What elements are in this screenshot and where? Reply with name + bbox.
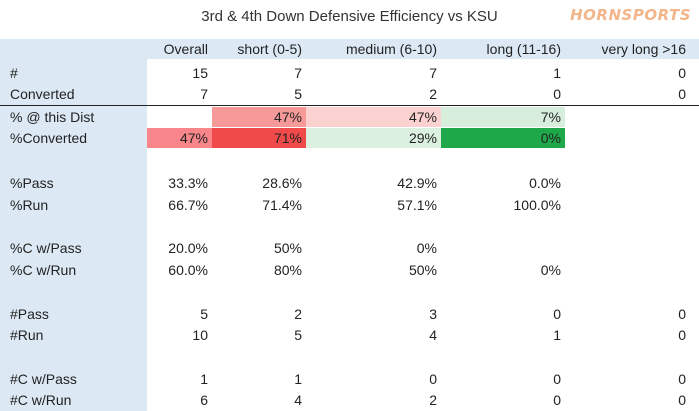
cell-value: 47% [147,128,212,148]
cell-value: 0 [678,306,686,322]
cell-value: 2 [429,86,437,102]
cell-value: 0 [678,86,686,102]
row-label: %Pass [10,175,54,191]
cell-value: 0% [416,240,437,256]
cell-value: 20.0% [168,240,208,256]
col-header-very-long: very long >16 [601,41,686,57]
cell-value [565,260,690,280]
cell-value: 80% [273,262,302,278]
cell-value: 1 [294,371,302,387]
cell-value: 47% [212,107,306,127]
cell-value: 2 [294,306,302,322]
cell-value: 50% [408,262,437,278]
cell-value: 0 [553,306,561,322]
cell-value: 7 [200,86,208,102]
cell-value: 0% [540,262,561,278]
cell-value: 47% [306,107,441,127]
row-label: #C w/Pass [10,371,77,387]
cell-value [441,238,565,258]
cell-value: 0% [441,128,565,148]
row-label: Converted [10,86,75,102]
row-label: %Converted [10,130,88,146]
cell-value [565,173,690,193]
cell-value: 5 [294,327,302,343]
cell-value: 10 [192,327,208,343]
cell-value: 0 [553,392,561,408]
cell-value: 7% [441,107,565,127]
row-label: % @ this Dist [10,109,95,125]
cell-value: 0 [678,65,686,81]
cell-value: 5 [294,86,302,102]
row-label: %C w/Pass [10,240,82,256]
row-label-band [0,39,147,411]
cell-value [565,107,690,127]
row-label: #C w/Run [10,392,72,408]
cell-value [565,238,690,258]
cell-value [147,107,212,127]
cell-value: 100.0% [513,197,561,213]
cell-value: 1 [553,327,561,343]
cell-value: 4 [429,327,437,343]
cell-value: 0.0% [529,175,561,191]
cell-value: 5 [200,306,208,322]
cell-value: 0 [678,327,686,343]
cell-value: 15 [192,65,208,81]
cell-value: 6 [200,392,208,408]
cell-value: 66.7% [168,197,208,213]
cell-value: 0 [678,371,686,387]
cell-value: 1 [200,371,208,387]
cell-value: 29% [306,128,441,148]
col-header-short: short (0-5) [237,41,302,57]
brand-logo: HORNSPORTS [570,6,691,24]
cell-value: 1 [553,65,561,81]
row-label: %Run [10,197,49,213]
row-label: #Pass [10,306,49,322]
col-header-overall: Overall [163,41,208,57]
cell-value: 33.3% [168,175,208,191]
table-title: 3rd & 4th Down Defensive Efficiency vs K… [201,8,498,25]
col-header-medium: medium (6-10) [345,41,437,57]
cell-value: 7 [429,65,437,81]
cell-value: 7 [294,65,302,81]
cell-value: 60.0% [168,262,208,278]
row-label: #Run [10,327,44,343]
cell-value: 2 [429,392,437,408]
cell-value: 50% [273,240,302,256]
column-header-band [147,39,699,59]
cell-value: 57.1% [397,197,437,213]
cell-value: 28.6% [262,175,302,191]
cell-value: 0 [678,392,686,408]
cell-value [565,128,690,148]
section-divider [0,105,699,106]
cell-value: 71% [212,128,306,148]
cell-value: 3 [429,306,437,322]
col-header-long: long (11-16) [486,41,561,57]
cell-value [565,195,690,215]
row-label: %C w/Run [10,262,77,278]
cell-value: 42.9% [397,175,437,191]
row-label: # [10,65,18,81]
cell-value: 0 [553,86,561,102]
cell-value: 4 [294,392,302,408]
cell-value: 0 [429,371,437,387]
cell-value: 0 [553,371,561,387]
cell-value: 71.4% [262,197,302,213]
